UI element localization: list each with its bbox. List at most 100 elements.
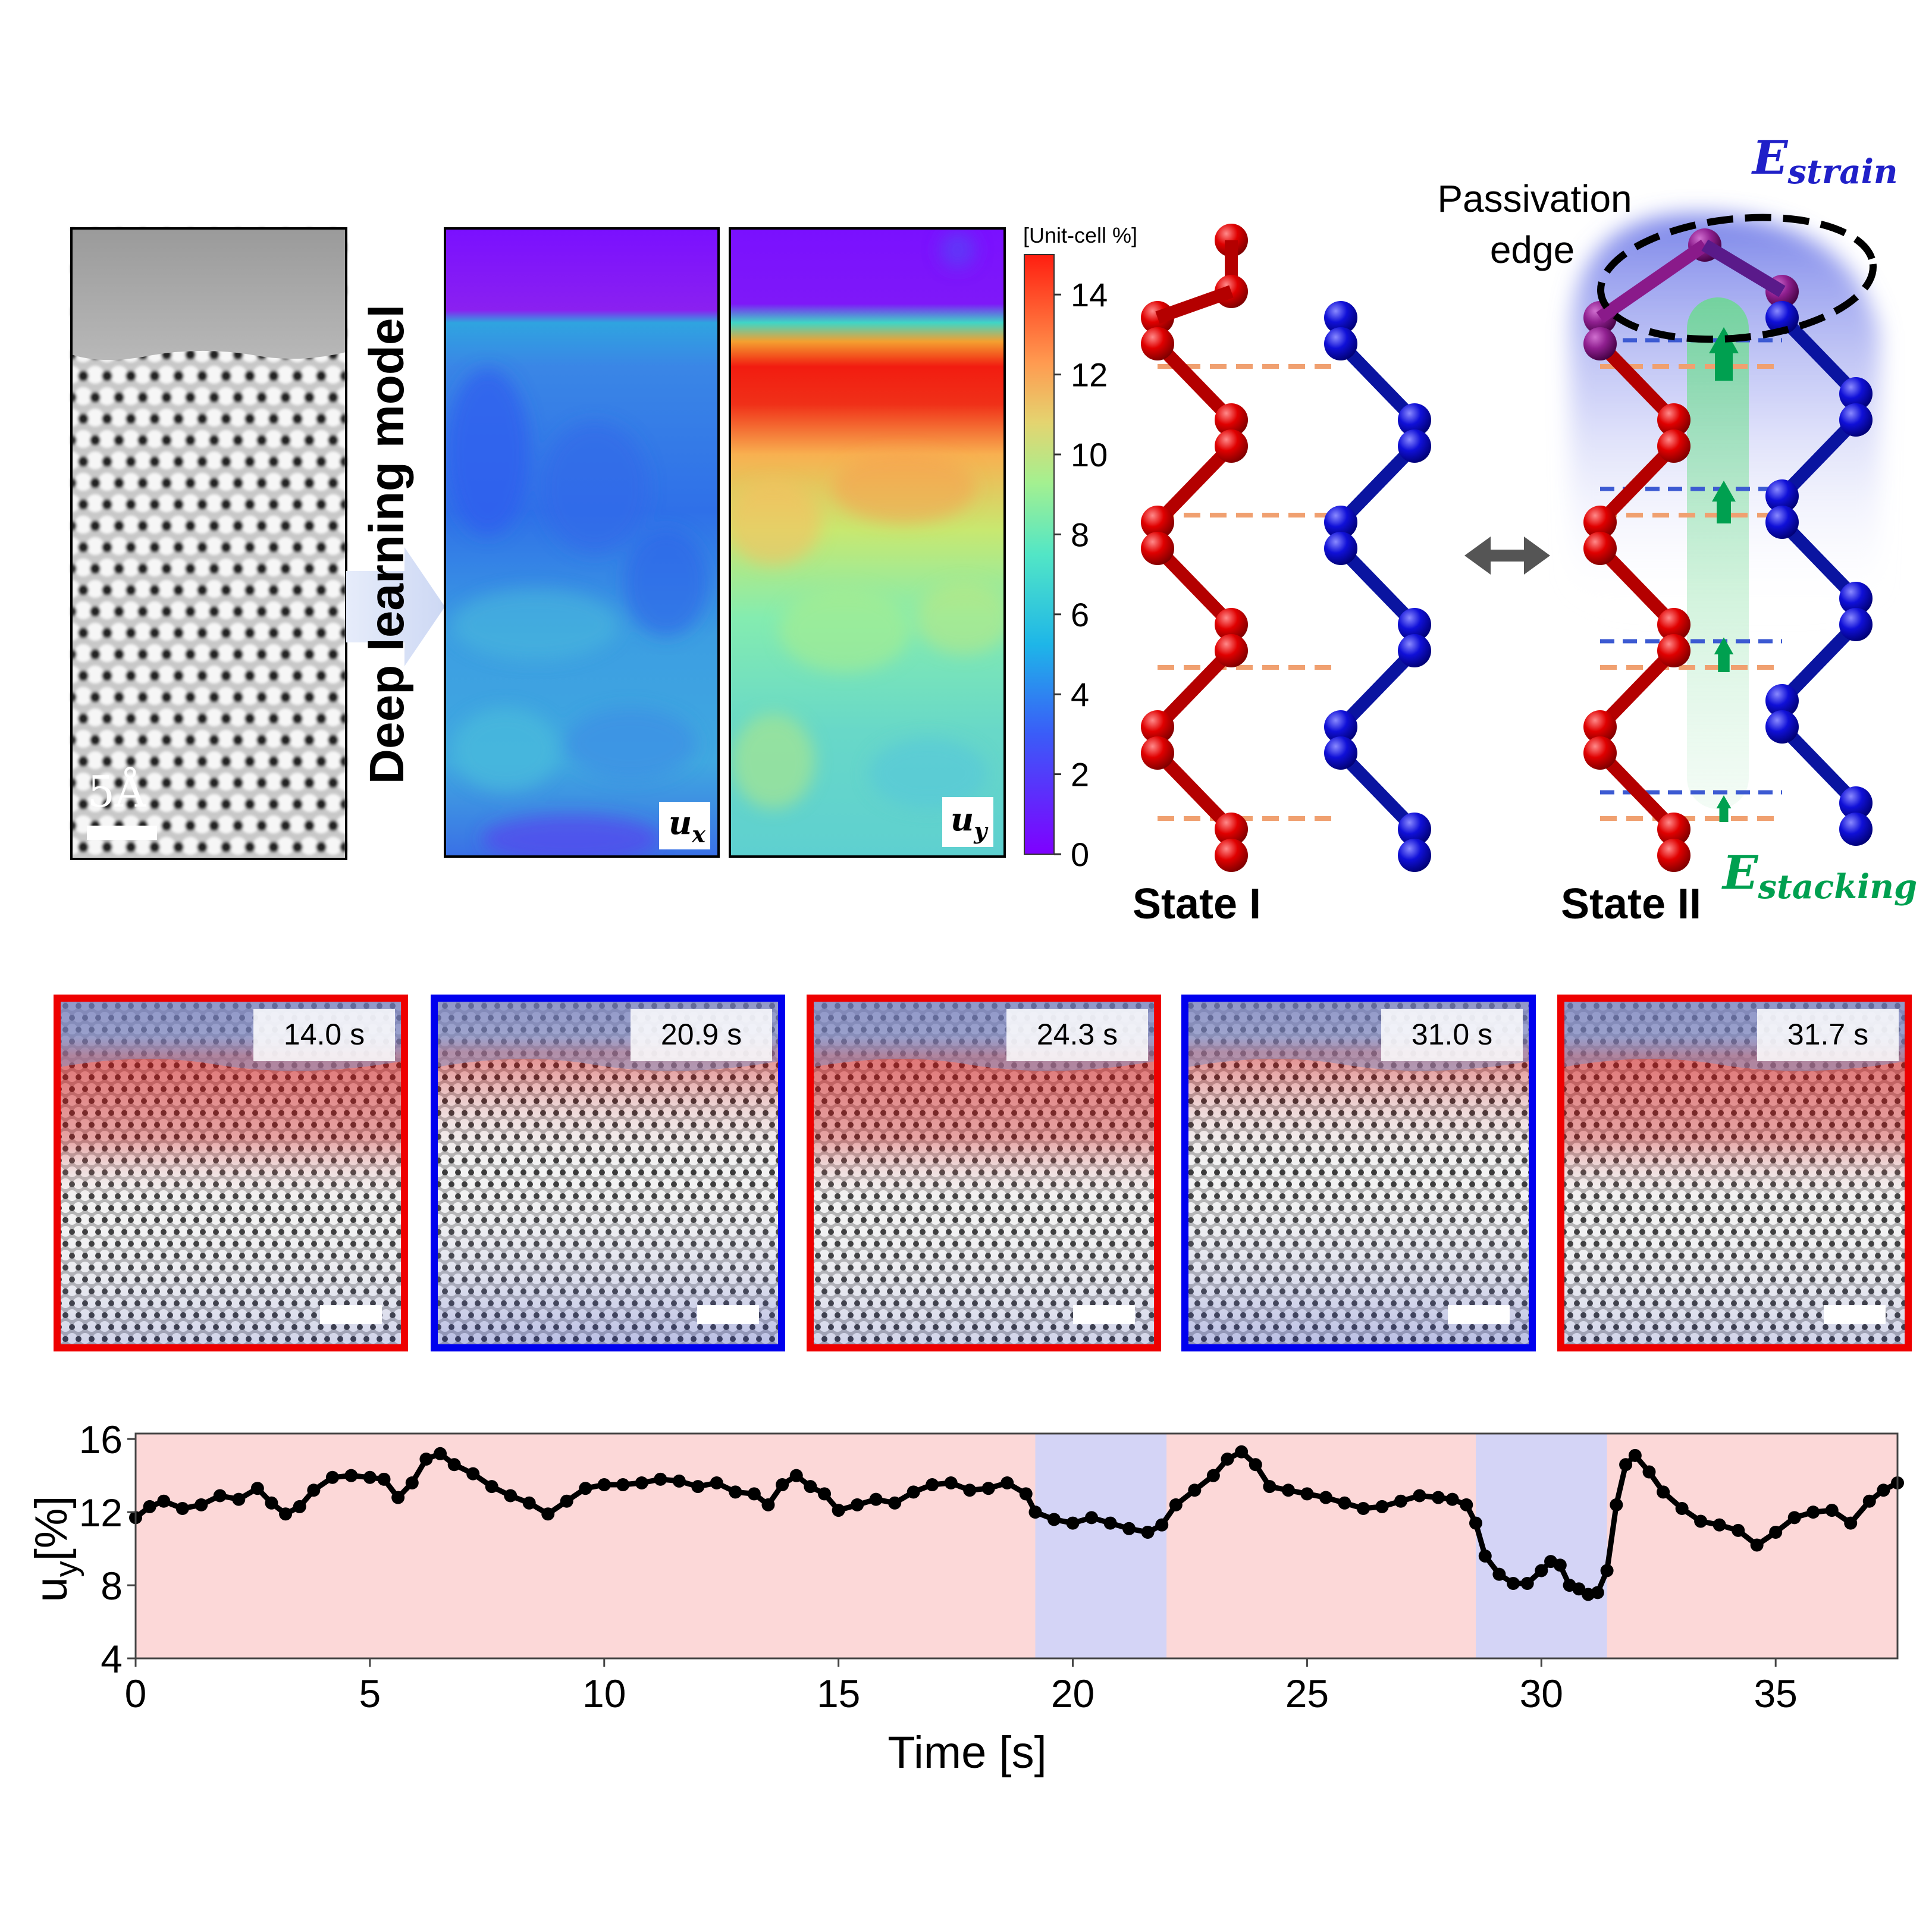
chart-background-state-1	[136, 1434, 1898, 1658]
frame-scale-bar	[320, 1305, 382, 1324]
time-label-box	[631, 1009, 772, 1061]
deep-learning-label: Deep learning model	[360, 305, 414, 785]
atom	[1839, 786, 1873, 820]
state-2-band	[1476, 1434, 1607, 1658]
time-label-box	[1381, 1009, 1523, 1061]
data-point	[1000, 1476, 1014, 1489]
frame-border	[1181, 995, 1536, 1351]
y-tick-label: 16	[79, 1417, 123, 1461]
data-point	[344, 1469, 358, 1482]
data-point	[391, 1491, 405, 1504]
x-tick-label: 5	[359, 1671, 381, 1715]
data-point	[1300, 1487, 1314, 1501]
data-point	[926, 1478, 939, 1492]
atom	[1324, 710, 1357, 744]
data-point	[157, 1494, 171, 1508]
ux-label: u	[669, 804, 692, 842]
data-point	[597, 1478, 611, 1492]
hrtem-image: 5Å	[70, 227, 347, 860]
atom	[1583, 710, 1617, 744]
atom	[1398, 839, 1431, 872]
atom	[1398, 429, 1431, 463]
data-point	[232, 1492, 246, 1506]
time-label: 24.3 s	[1037, 1018, 1118, 1051]
data-point	[1460, 1498, 1473, 1511]
y-tick-label: 12	[79, 1491, 123, 1535]
atom	[1657, 608, 1690, 641]
data-point	[1675, 1502, 1689, 1515]
model-arrow	[346, 547, 445, 666]
atom	[1215, 634, 1248, 667]
uy-series	[129, 1445, 1904, 1601]
atomic-model	[1141, 214, 1880, 872]
atom	[1215, 403, 1248, 437]
data-point	[654, 1472, 667, 1486]
data-point	[1862, 1494, 1876, 1508]
data-point	[635, 1476, 648, 1489]
x-ticks: 0 5 10 15 20 25 30 35	[125, 1658, 1798, 1715]
chain-state-1-blue	[1324, 301, 1431, 872]
state-2-label: State II	[1561, 880, 1701, 928]
data-point	[1535, 1564, 1548, 1577]
data-point	[1492, 1567, 1506, 1581]
data-point	[1206, 1469, 1220, 1482]
data-point	[175, 1502, 189, 1515]
x-tick-label: 15	[817, 1671, 860, 1715]
data-point	[747, 1487, 761, 1501]
e-strain-sub: strain	[1787, 152, 1898, 192]
data-point	[325, 1470, 339, 1484]
data-point	[293, 1500, 306, 1513]
y-axis-label-unit: [%]	[26, 1495, 77, 1561]
y-tick-label: 4	[101, 1637, 123, 1681]
data-point	[1445, 1492, 1459, 1506]
data-point	[143, 1500, 156, 1513]
atom	[1657, 429, 1690, 463]
data-point	[579, 1482, 592, 1495]
frame-red: 14.0 s	[54, 995, 408, 1351]
data-point	[1338, 1496, 1351, 1510]
svg-text:uy: uy	[951, 800, 989, 844]
chain-state-2-red	[1583, 301, 1690, 872]
data-point	[776, 1478, 789, 1492]
data-point	[1507, 1577, 1520, 1590]
atom	[1398, 634, 1431, 667]
data-point	[729, 1485, 742, 1499]
y-axis-label: u	[26, 1577, 77, 1602]
data-point	[944, 1476, 958, 1489]
data-point	[832, 1504, 845, 1517]
atom	[1765, 710, 1799, 744]
atom	[1141, 327, 1174, 360]
data-point	[279, 1507, 293, 1521]
time-label: 20.9 s	[661, 1018, 742, 1051]
atom	[1765, 506, 1799, 539]
data-point	[888, 1496, 902, 1510]
data-point	[1169, 1498, 1183, 1511]
data-point	[761, 1498, 775, 1511]
data-point	[691, 1480, 705, 1494]
data-point	[466, 1467, 480, 1481]
stacking-arrow	[1712, 481, 1736, 523]
data-point	[1356, 1502, 1370, 1515]
time-label-box	[1006, 1009, 1148, 1061]
e-stacking-sub: stacking	[1757, 867, 1917, 907]
atom	[1398, 403, 1431, 437]
atom	[1839, 403, 1873, 437]
colorbar-tick-label: 14	[1071, 276, 1108, 313]
y-axis-label-sub: y	[49, 1561, 84, 1577]
data-point	[1877, 1484, 1890, 1497]
atom	[1324, 327, 1357, 360]
uy-map: uy	[729, 227, 1006, 858]
data-point	[981, 1482, 995, 1495]
x-tick-label: 35	[1754, 1671, 1797, 1715]
e-strain-label: E	[1751, 131, 1789, 185]
time-label: 31.0 s	[1412, 1018, 1492, 1051]
atom	[1583, 506, 1617, 539]
data-point	[1619, 1458, 1633, 1472]
data-point	[522, 1496, 536, 1510]
x-tick-label: 25	[1285, 1671, 1329, 1715]
data-point	[804, 1480, 817, 1494]
ux-map: ux	[444, 227, 720, 858]
stacking-arrow	[1716, 795, 1732, 822]
atom	[1765, 684, 1799, 717]
data-point	[818, 1487, 832, 1501]
